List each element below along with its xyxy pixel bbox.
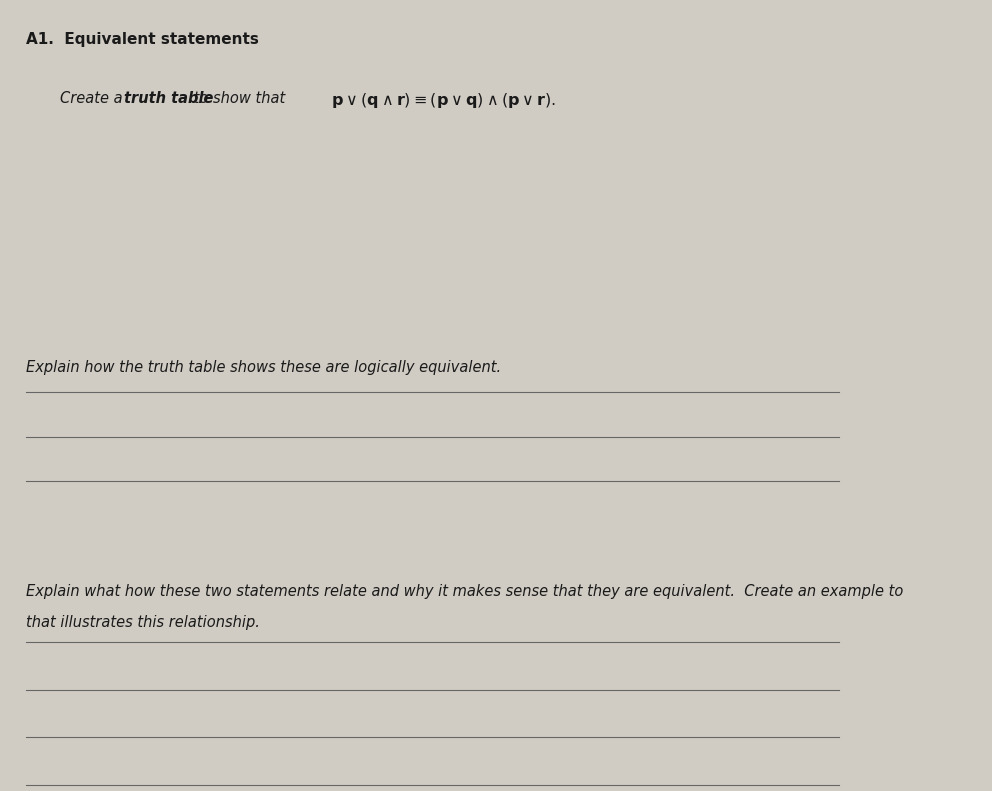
Text: truth table: truth table (124, 91, 213, 106)
Text: to show that: to show that (189, 91, 286, 106)
Text: that illustrates this relationship.: that illustrates this relationship. (26, 615, 260, 630)
Text: A1.  Equivalent statements: A1. Equivalent statements (26, 32, 259, 47)
Text: Create a: Create a (61, 91, 128, 106)
Text: Explain what how these two statements relate and why it makes sense that they ar: Explain what how these two statements re… (26, 584, 903, 599)
Text: Explain how the truth table shows these are logically equivalent.: Explain how the truth table shows these … (26, 360, 501, 375)
Text: $\mathbf{p} \vee (\mathbf{q} \wedge \mathbf{r}) \equiv (\mathbf{p} \vee \mathbf{: $\mathbf{p} \vee (\mathbf{q} \wedge \mat… (331, 91, 557, 110)
